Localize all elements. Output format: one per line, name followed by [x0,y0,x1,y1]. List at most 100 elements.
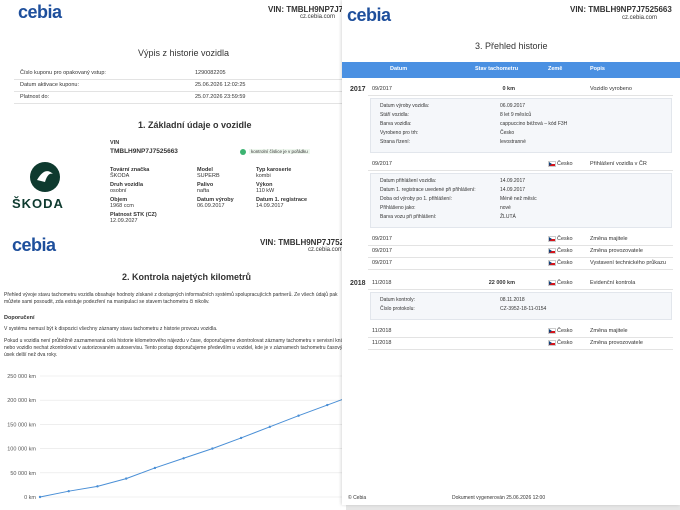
y-tick-label: 200 000 km [7,398,36,404]
detail-box [370,173,672,228]
detail-label: Datum kontroly: [380,297,416,303]
column-header: Stav tachometru [475,66,519,72]
section-title: 1. Základní údaje o vozidle [138,120,252,130]
flag-icon [548,161,556,167]
field-label: Druh vozidla [110,182,144,188]
date: 09/2017 [372,161,392,167]
detail-label: Datum 1. registrace uvedené při přihláše… [380,187,476,193]
row-line [14,79,344,80]
y-tick-label: 0 km [24,495,36,501]
row-line [14,91,344,92]
footer-left: © Cebia [348,495,367,501]
recommendation: V systému nemusí být k dispozici všechny… [4,326,218,332]
year: 2018 [350,280,366,287]
flag-icon [548,236,556,242]
mileage-point [153,466,157,470]
description: Vystavení technického průkazu [590,260,666,266]
description: Změna provozovatele [590,340,643,346]
detail-value: levostranné [500,139,526,145]
detail-label: Doba od výroby po 1. přihlášení: [380,196,452,202]
country: Česko [557,328,573,334]
coupon-label: Datum aktivace kuponu: [20,82,80,88]
mileage-point [211,447,214,450]
recommendation: Pokud u vozidla není průběžně zaznamenan… [4,338,346,358]
field-value: osobní [110,188,127,194]
year: 2017 [350,86,366,93]
detail-label: Datum výroby vozidla: [380,103,430,109]
date: 09/2017 [372,236,392,242]
row-line [368,257,673,258]
row-line [368,349,673,350]
mileage-point [182,457,185,460]
mileage-chart: 0 km 50 000 km 100 000 km 150 000 km 200 000… [7,374,346,501]
description: Změna majitele [590,236,628,242]
detail-label: Barva vozu při přihlášení: [380,214,437,220]
row-line [368,289,673,290]
coupon-label: Platnost do: [20,94,50,100]
logo: cebia [18,2,62,22]
country: Česko [557,161,573,167]
detail-box [370,98,672,153]
description: Evidenční kontrola [590,280,636,286]
logo: cebia [347,5,391,25]
footer-right: Dokument vygenerován 25.06.2026 12:00 [452,495,546,501]
description: Vozidlo vyrobeno [590,86,632,92]
column-header: Popis [590,66,605,72]
detail-value: Méně než měsíc [500,196,537,202]
mileage-point [96,485,99,488]
field-label: Datum 1. registrace [256,197,308,203]
detail-value: 08.11.2018 [500,297,525,303]
date: 11/2018 [372,340,392,346]
field-value: 1968 ccm [110,203,134,209]
logo: cebia [12,235,56,255]
date: 11/2018 [372,328,392,334]
field-label: Objem [110,197,128,203]
row-line [368,95,673,96]
detail-box [370,292,672,320]
site: cz.cebia.com [308,247,344,253]
mileage-point [239,436,243,440]
section-title: 2. Kontrola najetých kilometrů [122,272,252,282]
field-label: Model [197,167,213,173]
date: 11/2018 [372,280,392,286]
field-value: SUPERB [197,173,220,179]
row-line [14,103,344,104]
detail-value: 14.09.2017 [500,178,526,184]
site: cz.cebia.com [622,15,658,21]
brand-icon [30,162,60,192]
flag-icon [548,260,556,266]
field-label: Tovární značka [110,167,150,173]
flag-icon [548,340,556,346]
flag-icon [548,328,556,334]
country: Česko [557,340,573,346]
detail-value: ŽLUTÁ [500,214,516,220]
vin: VIN: TMBLH9NP7J7525663 [570,5,672,14]
mileage-point [38,495,42,499]
mileage-point [326,403,329,407]
description: Změna majitele [590,328,628,334]
coupon-value: 25.07.2026 23:59:59 [195,94,246,100]
field-value: 110 kW [256,188,275,194]
vin-label: VIN [110,140,120,146]
y-tick-label: 250 000 km [7,374,36,380]
row-line [368,337,673,338]
vin: VIN: TMBLH9NP7J7525663 [268,5,346,14]
y-tick-label: 100 000 km [7,447,36,453]
y-tick-label: 50 000 km [10,471,36,477]
vin: VIN: TMBLH9NP7J7525663 [260,238,346,247]
field-label: Typ karoserie [256,167,292,173]
flag-icon [548,280,556,286]
coupon-value: 1290082205 [195,70,226,76]
date: 09/2017 [372,248,392,254]
recommendation-title: Doporučení [4,315,35,321]
date: 09/2017 [372,86,392,92]
field-label: Datum výroby [197,197,234,203]
right-page: cebia VIN: TMBLH9NP7J7525663 cz.cebia.com 3… [342,0,680,505]
y-tick-label: 150 000 km [7,422,36,428]
table-header [342,62,680,78]
mileage-point [124,477,128,480]
country: Česko [557,280,573,286]
detail-label: Barva vozidla: [380,121,412,127]
title: 3. Přehled historie [475,41,548,51]
